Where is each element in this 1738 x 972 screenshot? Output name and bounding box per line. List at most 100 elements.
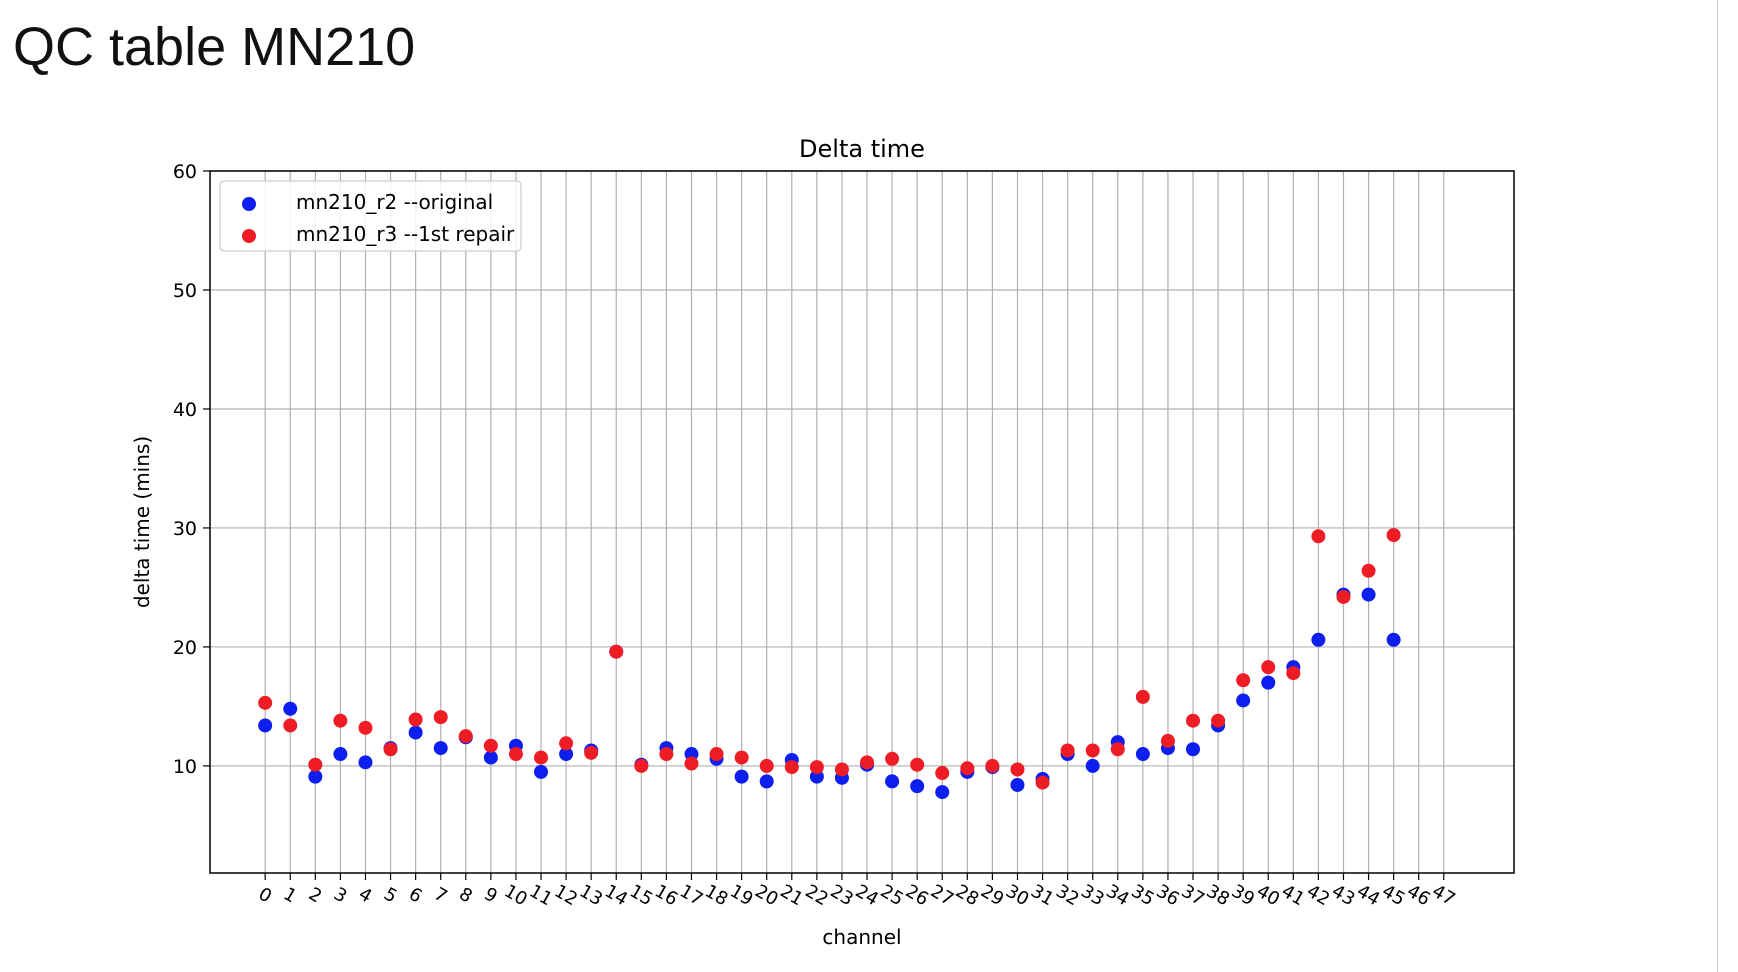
- series-1-point: [408, 725, 423, 740]
- x-tick-label: 38: [1203, 881, 1233, 911]
- x-tick-label: 8: [455, 883, 475, 907]
- x-tick-label: 12: [551, 881, 581, 911]
- series-2-point: [784, 760, 799, 775]
- legend-label-series-2: mn210_r3 --1st repair: [296, 222, 515, 246]
- x-tick-label: 29: [977, 881, 1007, 911]
- x-tick-label: 4: [355, 883, 375, 907]
- series-2-point: [308, 757, 323, 772]
- legend-marker-series-2: [242, 229, 256, 243]
- x-tick-label: 16: [651, 881, 681, 911]
- y-axis-label: delta time (mins): [130, 436, 154, 608]
- series-1-point: [1186, 742, 1201, 757]
- series-1-point: [759, 774, 774, 789]
- series-2-point: [910, 757, 925, 772]
- x-tick-label: 47: [1428, 881, 1458, 911]
- series-1-point: [1135, 747, 1150, 762]
- series-1-point: [283, 701, 298, 716]
- series-2-point: [1060, 743, 1075, 758]
- legend-marker-series-1: [242, 197, 256, 211]
- series-1-point: [433, 741, 448, 756]
- x-tick-label: 1: [280, 883, 300, 907]
- series-2-point: [283, 718, 298, 733]
- series-1-point: [1236, 693, 1251, 708]
- series-2-point: [985, 758, 1000, 773]
- series-1-point: [1085, 758, 1100, 773]
- x-tick-label: 22: [801, 881, 831, 911]
- x-tick-label: 37: [1178, 881, 1208, 911]
- y-tick-label: 40: [173, 399, 197, 421]
- x-tick-label: 30: [1002, 881, 1032, 911]
- y-tick-label: 60: [173, 161, 197, 183]
- x-tick-label: 21: [776, 881, 806, 911]
- series-2-point: [559, 736, 574, 751]
- series-2-point: [935, 766, 950, 781]
- series-2-point: [483, 738, 498, 753]
- series-1-point: [885, 774, 900, 789]
- x-tick-label: 41: [1278, 881, 1308, 911]
- series-1-point: [734, 769, 749, 784]
- series-2-point: [1286, 666, 1301, 681]
- series-2-point: [684, 756, 699, 771]
- x-tick-label: 2: [305, 883, 325, 907]
- x-tick-label: 45: [1378, 881, 1408, 911]
- legend-label-series-1: mn210_r2 --original: [296, 190, 493, 214]
- y-tick-label: 10: [173, 756, 197, 778]
- series-2-point: [1261, 660, 1276, 675]
- series-2-point: [258, 695, 273, 710]
- series-2-point: [1361, 563, 1376, 578]
- x-tick-label: 34: [1102, 881, 1132, 911]
- series-2-point: [1135, 689, 1150, 704]
- series-2-point: [609, 644, 624, 659]
- series-2-point: [458, 729, 473, 744]
- series-2-point: [358, 720, 373, 735]
- x-tick-label: 40: [1253, 881, 1283, 911]
- series-1-point: [358, 755, 373, 770]
- y-tick-label: 20: [173, 637, 197, 659]
- series-2-point: [1236, 673, 1251, 688]
- x-tick-label: 43: [1328, 881, 1358, 911]
- series-1-point: [258, 718, 273, 733]
- slide-edge-divider: [1717, 0, 1738, 972]
- x-tick-label: 13: [576, 881, 606, 911]
- series-2-point: [960, 761, 975, 776]
- slide-title: QC table MN210: [13, 17, 416, 77]
- series-1-point: [1311, 632, 1326, 647]
- x-tick-label: 25: [877, 881, 907, 911]
- plot-frame: [209, 170, 1515, 874]
- x-tick-label: 9: [480, 883, 500, 907]
- x-tick-label: 5: [380, 883, 400, 907]
- x-tick-label: 26: [902, 881, 932, 911]
- x-tick-label: 42: [1303, 881, 1333, 911]
- series-1-point: [1261, 675, 1276, 690]
- series-1-point: [534, 764, 549, 779]
- x-tick-label: 39: [1228, 881, 1258, 911]
- x-tick-label: 32: [1052, 881, 1082, 911]
- x-tick-label: 17: [676, 881, 706, 911]
- series-2-point: [860, 755, 875, 770]
- x-tick-label: 15: [626, 881, 656, 911]
- x-axis-label: channel: [822, 925, 901, 949]
- series-1-point: [559, 747, 574, 762]
- x-tick-label: 0: [255, 883, 275, 907]
- series-2-point: [1311, 529, 1326, 544]
- series-1-point: [308, 769, 323, 784]
- series-2-point: [1010, 762, 1025, 777]
- series-2-point: [1211, 713, 1226, 728]
- series-2-point: [1110, 742, 1125, 757]
- series-2-point: [1386, 528, 1401, 543]
- chart-title: Delta time: [799, 135, 925, 163]
- x-tick-label: 28: [952, 881, 982, 911]
- series-2-point: [584, 745, 599, 760]
- series-1-point: [333, 747, 348, 762]
- x-tick-label: 6: [405, 883, 425, 907]
- series-1-point: [935, 785, 950, 800]
- series-2-point: [709, 747, 724, 762]
- points-layer: [258, 528, 1401, 800]
- x-tick-label: 31: [1027, 881, 1057, 911]
- series-2-point: [885, 751, 900, 766]
- x-tick-label: 33: [1077, 881, 1107, 911]
- x-tick-label: 36: [1153, 881, 1183, 911]
- x-tick-label: 24: [852, 881, 882, 911]
- x-tick-label: 20: [751, 881, 781, 911]
